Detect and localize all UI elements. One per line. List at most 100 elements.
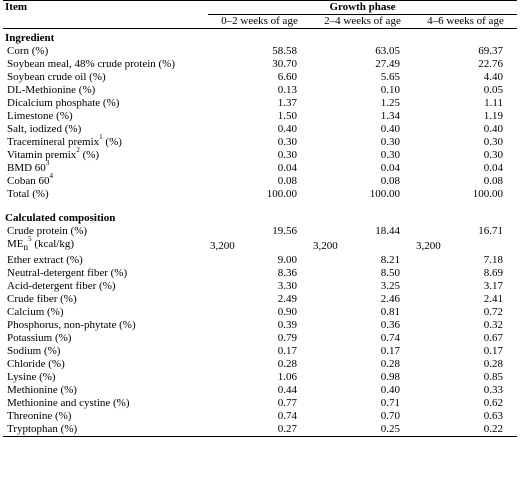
footnote-marker: 2 [76, 146, 80, 155]
row-label: Crude protein (%) [3, 225, 208, 238]
value-cell: 0.40 [380, 384, 400, 397]
value-cell: 7.18 [483, 254, 503, 267]
table-row: Dicalcium phosphate (%) 1.37 1.25 1.11 [3, 97, 517, 110]
row-label: Tracemineral premix1 (%) [3, 133, 208, 149]
ingredient-section-title-row: Ingredient [3, 29, 517, 46]
table-row: MEn5 (kcal/kg) 3,200 3,200 3,200 [3, 236, 517, 254]
row-label: Calcium (%) [3, 306, 208, 319]
value-cell: 16.71 [478, 225, 503, 237]
row-label: Crude fiber (%) [3, 293, 208, 306]
value-cell: 0.17 [380, 345, 400, 358]
row-label: Sodium (%) [3, 345, 208, 358]
row-label: Total (%) [3, 188, 208, 201]
row-label-text: Methionine and cystine (%) [7, 397, 130, 410]
value-cell: 0.05 [483, 84, 503, 96]
table-row: Phosphorus, non-phytate (%) 0.39 0.36 0.32 [3, 319, 517, 332]
row-label-text: BMD 60 [7, 162, 46, 174]
row-label-text: Total (%) [7, 188, 49, 200]
row-label-text: Limestone (%) [7, 110, 73, 122]
value-cell: 0.85 [483, 371, 503, 384]
row-label-text: Acid-detergent fiber (%) [7, 280, 116, 293]
value-cell: 0.04 [277, 162, 297, 174]
table-row: Tracemineral premix1 (%) 0.30 0.30 0.30 [3, 133, 517, 149]
value-cell: 0.77 [277, 397, 297, 410]
value-cell: 0.40 [380, 123, 400, 135]
row-label-text: Corn (%) [7, 45, 49, 57]
value-cell: 19.56 [272, 225, 297, 237]
row-label: Neutral-detergent fiber (%) [3, 267, 208, 280]
value-cell: 58.58 [272, 45, 297, 57]
footnote-marker: 1 [99, 133, 103, 142]
row-label: Threonine (%) [3, 410, 208, 423]
value-cell: 0.63 [483, 410, 503, 423]
table-row: Limestone (%) 1.50 1.34 1.19 [3, 110, 517, 123]
value-cell: 1.25 [380, 97, 400, 109]
item-header: Item [3, 0, 208, 15]
value-cell: 0.04 [483, 162, 503, 174]
value-cell: 0.32 [483, 319, 503, 332]
section-spacer [3, 201, 517, 209]
row-label: Corn (%) [3, 45, 208, 58]
row-label: Chloride (%) [3, 358, 208, 371]
phase-header-2: 4–6 weeks of age [414, 14, 517, 29]
value-cell: 0.33 [483, 384, 503, 397]
value-cell: 0.28 [380, 358, 400, 371]
value-cell: 69.37 [478, 45, 503, 57]
value-cell: 6.60 [277, 71, 297, 83]
value-cell: 5.65 [380, 71, 400, 83]
phase-header-row: 0–2 weeks of age 2–4 weeks of age 4–6 we… [3, 14, 517, 29]
value-cell: 0.30 [483, 136, 503, 148]
value-cell: 2.41 [483, 293, 503, 306]
value-cell: 22.76 [478, 58, 503, 70]
phase-header-1: 2–4 weeks of age [311, 14, 414, 29]
value-cell: 0.36 [380, 319, 400, 332]
composition-section-title: Calculated composition [5, 212, 116, 224]
row-label: MEn5 (kcal/kg) [3, 236, 208, 254]
row-label: Tryptophan (%) [3, 423, 208, 438]
value-cell: 27.49 [375, 58, 400, 70]
row-label-text: Sodium (%) [7, 345, 61, 358]
table-row: Soybean crude oil (%) 6.60 5.65 4.40 [3, 71, 517, 84]
value-cell: 100.00 [369, 188, 400, 200]
value-cell: 0.67 [483, 332, 503, 345]
row-label: Lysine (%) [3, 371, 208, 384]
row-label-text: Crude fiber (%) [7, 293, 77, 306]
value-cell: 3.30 [277, 280, 297, 293]
table-row: Calcium (%) 0.90 0.81 0.72 [3, 306, 517, 319]
table-row: Acid-detergent fiber (%) 3.30 3.25 3.17 [3, 280, 517, 293]
row-label: Potassium (%) [3, 332, 208, 345]
row-label: Soybean crude oil (%) [3, 71, 208, 84]
value-cell: 0.08 [277, 175, 297, 187]
value-cell: 8.36 [277, 267, 297, 280]
row-label: Ether extract (%) [3, 254, 208, 267]
value-cell: 0.10 [380, 84, 400, 96]
row-label-text: Coban 60 [7, 175, 50, 187]
header-row: Item Growth phase [3, 0, 517, 15]
value-cell: 0.22 [414, 423, 517, 438]
value-cell: 0.98 [380, 371, 400, 384]
ingredient-section-title: Ingredient [5, 32, 55, 44]
row-label: Soybean meal, 48% crude protein (%) [3, 58, 208, 71]
value-cell: 0.25 [311, 423, 414, 438]
row-label-text: Ether extract (%) [7, 254, 83, 267]
value-cell: 100.00 [472, 188, 503, 200]
row-label-text: ME [7, 238, 24, 250]
value-cell: 0.30 [380, 136, 400, 148]
table-row: Crude fiber (%) 2.49 2.46 2.41 [3, 293, 517, 306]
table-row: Tryptophan (%) 0.27 0.25 0.22 [3, 423, 517, 438]
blank-header-cell [3, 14, 208, 29]
value-cell: 0.79 [277, 332, 297, 345]
value-cell: 0.13 [277, 84, 297, 96]
table-row: Threonine (%) 0.74 0.70 0.63 [3, 410, 517, 423]
value-cell: 9.00 [277, 254, 297, 267]
value-cell: 0.44 [277, 384, 297, 397]
row-label-text: DL-Methionine (%) [7, 84, 96, 96]
diet-composition-table: Item Growth phase 0–2 weeks of age 2–4 w… [3, 0, 517, 438]
table-row: Chloride (%) 0.28 0.28 0.28 [3, 358, 517, 371]
value-cell: 1.06 [277, 371, 297, 384]
table-row: Vitamin premix2 (%) 0.30 0.30 0.30 [3, 146, 517, 162]
row-label: Dicalcium phosphate (%) [3, 97, 208, 110]
value-cell: 0.17 [483, 345, 503, 358]
row-label-text: Crude protein (%) [7, 225, 88, 237]
value-cell: 0.90 [277, 306, 297, 319]
